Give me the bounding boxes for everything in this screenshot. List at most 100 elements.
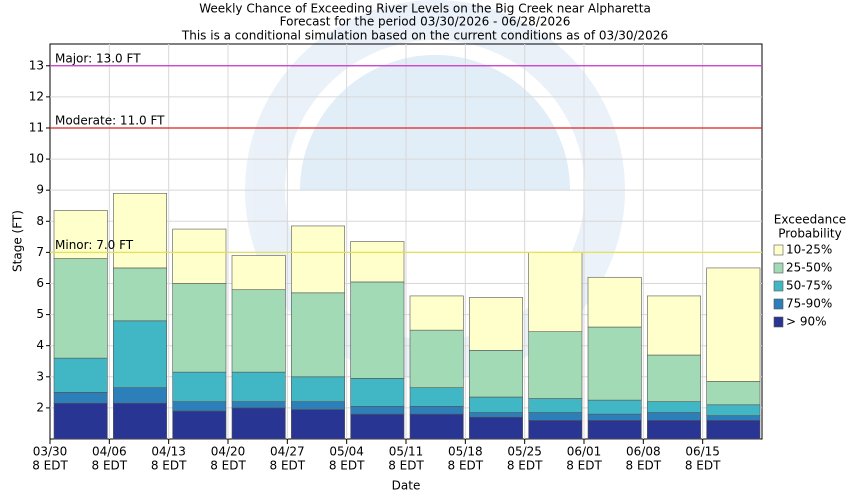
- legend-swatch: [773, 262, 784, 274]
- bar-segment: [231, 371, 286, 402]
- bar-segment: [528, 420, 583, 440]
- x-tick-time: 8 EDT: [507, 459, 543, 473]
- bar-segment: [291, 225, 345, 294]
- x-tick-label: 05/25: [507, 445, 542, 459]
- y-tick-label: 6: [36, 276, 44, 290]
- bar-segment: [350, 241, 405, 283]
- x-tick-label: 04/06: [92, 445, 127, 459]
- threshold-label: Major: 13.0 FT: [55, 51, 141, 65]
- title: This is a conditional simulation based o…: [181, 29, 668, 43]
- bar-segment: [113, 320, 167, 388]
- bar-segment: [409, 406, 464, 415]
- bar-segment: [706, 267, 761, 382]
- y-tick-label: 7: [36, 245, 44, 259]
- x-tick-time: 8 EDT: [210, 459, 246, 473]
- bar-segment: [528, 398, 583, 413]
- y-tick-label: 12: [29, 89, 44, 103]
- bar-segment: [113, 267, 167, 322]
- x-tick-time: 8 EDT: [32, 459, 68, 473]
- bar-segment: [172, 410, 227, 440]
- x-tick-label: 06/01: [567, 445, 602, 459]
- x-tick-time: 8 EDT: [388, 459, 424, 473]
- bar-segment: [528, 412, 583, 421]
- bar-segment: [53, 210, 108, 259]
- bar-segment: [469, 350, 523, 398]
- x-tick-time: 8 EDT: [566, 459, 602, 473]
- bar-segment: [528, 252, 583, 332]
- y-tick-label: 3: [36, 369, 44, 383]
- x-tick-label: 05/11: [389, 445, 424, 459]
- bar-segment: [113, 387, 167, 404]
- bar-segment: [231, 289, 286, 373]
- bar-segment: [53, 392, 108, 404]
- x-tick-label: 04/27: [270, 445, 305, 459]
- bar-segment: [469, 297, 523, 351]
- bar-segment: [587, 413, 642, 421]
- bar-segment: [469, 396, 523, 413]
- bar-segment: [291, 401, 345, 410]
- legend-label: 10-25%: [786, 243, 832, 257]
- y-axis-label: Stage (FT): [11, 210, 25, 272]
- threshold-label: Moderate: 11.0 FT: [55, 113, 165, 127]
- bar-segment: [587, 420, 642, 440]
- bar-segment: [409, 413, 464, 440]
- x-tick-time: 8 EDT: [92, 459, 128, 473]
- bar-segment: [291, 292, 345, 378]
- legend-swatch: [773, 244, 784, 256]
- bar-segment: [291, 409, 345, 440]
- x-tick-label: 05/04: [329, 445, 364, 459]
- x-tick-label: 03/30: [33, 445, 68, 459]
- legend-swatch: [773, 280, 784, 292]
- bar-segment: [231, 255, 286, 291]
- x-tick-time: 8 EDT: [151, 459, 187, 473]
- legend-swatch: [773, 298, 784, 310]
- bar-segment: [172, 228, 227, 284]
- bar-segment: [350, 378, 405, 407]
- bar-segment: [172, 283, 227, 373]
- bar-segment: [587, 326, 642, 401]
- legend-title: Exceedance: [774, 213, 846, 227]
- bar-segment: [587, 399, 642, 415]
- bar-segment: [231, 407, 286, 440]
- x-tick-label: 04/20: [211, 445, 246, 459]
- legend-label: 25-50%: [786, 261, 832, 275]
- bar-segment: [706, 381, 761, 406]
- bar-segment: [409, 295, 464, 331]
- bar-segment: [350, 281, 405, 379]
- bar-segment: [647, 401, 701, 413]
- x-tick-time: 8 EDT: [448, 459, 484, 473]
- bar-segment: [647, 420, 701, 440]
- bar-segment: [706, 415, 761, 421]
- x-tick-label: 06/15: [685, 445, 720, 459]
- bar-segment: [291, 376, 345, 402]
- legend-label: 75-90%: [786, 297, 832, 311]
- bar-segment: [528, 331, 583, 399]
- bar-segment: [647, 295, 701, 356]
- bar-segment: [350, 413, 405, 440]
- bar-segment: [706, 404, 761, 416]
- legend-label: 50-75%: [786, 279, 832, 293]
- bar-segment: [53, 357, 108, 393]
- bar-segment: [53, 402, 108, 440]
- bar-segment: [113, 192, 167, 269]
- x-tick-time: 8 EDT: [626, 459, 662, 473]
- y-tick-label: 10: [29, 152, 44, 166]
- bar-segment: [172, 401, 227, 412]
- bar-segment: [647, 412, 701, 421]
- legend-label: > 90%: [786, 315, 827, 329]
- title: Forecast for the period 03/30/2026 - 06/…: [280, 15, 571, 29]
- x-tick-label: 06/08: [626, 445, 661, 459]
- x-tick-time: 8 EDT: [685, 459, 721, 473]
- y-tick-label: 11: [29, 120, 44, 134]
- bar-segment: [409, 329, 464, 388]
- bar-segment: [647, 354, 701, 402]
- y-tick-label: 5: [36, 307, 44, 321]
- bar-segment: [706, 420, 761, 440]
- y-tick-label: 2: [36, 400, 44, 414]
- bar-segment: [409, 387, 464, 407]
- y-tick-label: 4: [36, 338, 44, 352]
- legend-swatch: [773, 316, 784, 328]
- bar-segment: [350, 406, 405, 415]
- bar-segment: [469, 412, 523, 418]
